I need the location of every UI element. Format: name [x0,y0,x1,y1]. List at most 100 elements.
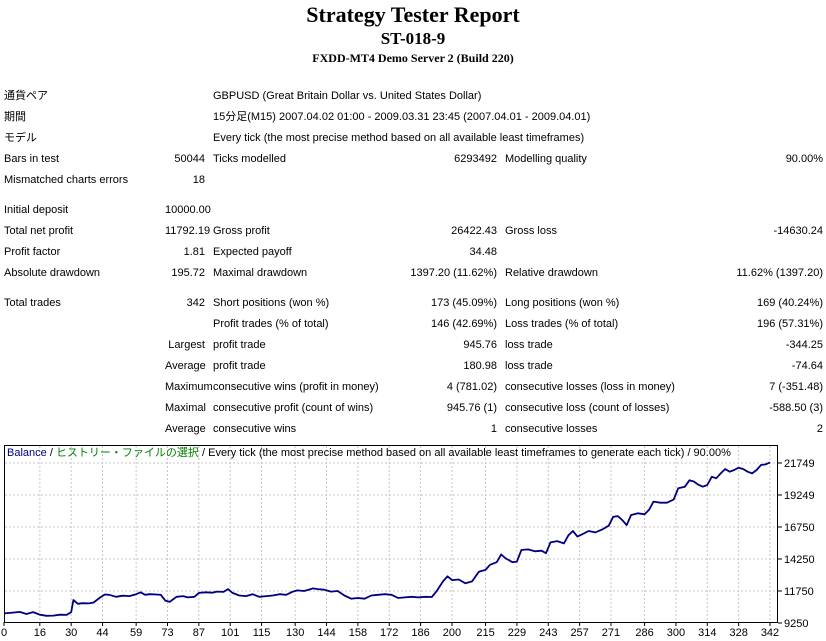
row-label: Gross loss [505,225,557,237]
table-row: Average profit trade 180.98 loss trade -… [4,356,823,377]
row-value: -74.64 [791,360,823,372]
svg-text:286: 286 [635,627,653,639]
row-label: Expected payoff [213,246,292,258]
row-label: consecutive loss (count of losses) [505,402,670,414]
table-row: Total trades 342 Short positions (won %)… [4,293,823,314]
row-label: Mismatched charts errors [4,174,129,186]
table-row: モデル Every tick (the most precise method … [4,128,823,149]
row-value: Every tick (the most precise method base… [213,132,585,144]
row-label: Maximal drawdown [213,267,308,279]
table-row: 通貨ペア GBPUSD (Great Britain Dollar vs. Un… [4,86,823,107]
svg-text:101: 101 [221,627,239,639]
row-value: 146 (42.69%) [430,318,497,330]
row-value: GBPUSD (Great Britain Dollar vs. United … [213,90,482,102]
table-row: Mismatched charts errors 18 [4,170,823,191]
row-label: Long positions (won %) [505,297,620,309]
row-label: consecutive profit (count of wins) [213,402,374,414]
row-value: 6293492 [454,153,497,165]
svg-text:342: 342 [761,627,779,639]
row-value: 195.72 [171,267,205,279]
table-row: Largest profit trade 945.76 loss trade -… [4,335,823,356]
row-value: 1 [490,423,497,435]
row-value: 11792.19 [165,225,211,237]
row-label: consecutive losses (loss in money) [505,381,675,393]
row-value: -344.25 [785,339,823,351]
row-prefix: Maximum [165,381,213,393]
table-row: Total net profit 11792.19 Gross profit 2… [4,221,823,242]
row-value: 7 (-351.48) [769,381,823,393]
row-label: Total net profit [4,225,74,237]
row-value: -588.50 (3) [769,402,823,414]
row-value: 196 (57.31%) [756,318,823,330]
svg-text:0: 0 [1,627,7,639]
expert-name: ST-018-9 [380,29,446,48]
report-table: 通貨ペア GBPUSD (Great Britain Dollar vs. Un… [0,86,826,440]
row-prefix: Average [165,360,206,372]
row-label: Profit factor [4,246,61,258]
table-row: Absolute drawdown 195.72 Maximal drawdow… [4,263,823,284]
svg-text:16750: 16750 [784,522,815,534]
svg-text:21749: 21749 [784,458,815,470]
row-value: 2 [816,423,823,435]
row-label: profit trade [213,339,266,351]
row-prefix: Maximal [165,402,206,414]
row-value: 11.62% (1397.20) [736,267,823,279]
svg-text:19249: 19249 [784,490,815,502]
svg-text:215: 215 [476,627,494,639]
row-label: consecutive losses [505,423,598,435]
row-prefix: Average [165,423,206,435]
row-label: consecutive wins [213,423,297,435]
table-row: Profit trades (% of total) 146 (42.69%) … [4,314,823,335]
table-row: Maximum consecutive wins (profit in mone… [4,377,823,398]
row-value: 18 [192,174,205,186]
svg-text:59: 59 [130,627,142,639]
row-prefix: Largest [168,339,205,351]
row-value: 10000.00 [165,204,211,216]
chart-legend-segment: Balance [7,447,47,459]
row-label: Absolute drawdown [4,267,101,279]
svg-text:257: 257 [570,627,588,639]
row-value: 342 [186,297,205,309]
row-label: Gross profit [213,225,270,237]
svg-text:229: 229 [508,627,526,639]
svg-text:271: 271 [602,627,620,639]
svg-text:144: 144 [317,627,335,639]
row-label: 期間 [4,111,26,123]
svg-text:172: 172 [380,627,398,639]
row-value: 1.81 [183,246,205,258]
row-value: 34.48 [469,246,497,258]
svg-text:200: 200 [443,627,461,639]
row-label: 通貨ペア [4,90,48,102]
row-label: Loss trades (% of total) [505,318,619,330]
row-label: Relative drawdown [505,267,598,279]
row-label: Short positions (won %) [213,297,330,309]
chart-legend-segment: / [46,447,56,459]
row-label: Ticks modelled [213,153,286,165]
svg-text:73: 73 [161,627,173,639]
row-value: 173 (45.09%) [430,297,497,309]
row-label: Total trades [4,297,61,309]
row-label: モデル [4,132,37,144]
svg-text:16: 16 [34,627,46,639]
table-row: Maximal consecutive profit (count of win… [4,398,823,419]
row-value: 50044 [174,153,205,165]
svg-text:243: 243 [539,627,557,639]
row-value: -14630.24 [773,225,823,237]
row-label: Initial deposit [4,204,69,216]
row-value: 1397.20 (11.62%) [410,267,497,279]
svg-text:158: 158 [349,627,367,639]
balance-chart: 0 16 30 44 59 73 87 101 115 130 144 158 172 186 200 215… [0,445,826,641]
row-value: 15分足(M15) 2007.04.02 01:00 - 2009.03.31 … [213,111,591,123]
row-label: consecutive wins (profit in money) [213,381,379,393]
row-label: loss trade [505,360,553,372]
row-value: 4 (781.02) [446,381,497,393]
table-row: Bars in test 50044 Ticks modelled 629349… [4,149,823,170]
page-title: Strategy Tester Report [306,2,520,27]
svg-text:30: 30 [65,627,77,639]
svg-text:186: 186 [411,627,429,639]
chart-legend-segment: ヒストリー・ファイルの選択 [55,447,199,459]
svg-text:9250: 9250 [784,618,808,630]
balance-chart-svg: 0 16 30 44 59 73 87 101 115 130 144 158 172 186 200 215… [1,445,815,639]
row-value: 26422.43 [451,225,497,237]
svg-text:130: 130 [286,627,304,639]
